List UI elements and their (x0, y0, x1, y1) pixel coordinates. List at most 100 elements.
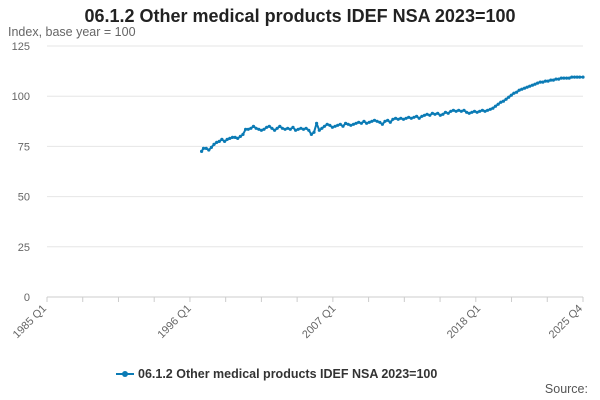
data-point[interactable] (404, 116, 408, 120)
data-point[interactable] (354, 121, 358, 125)
data-point[interactable] (280, 126, 284, 130)
data-point[interactable] (201, 146, 206, 150)
data-point[interactable] (428, 113, 432, 117)
data-point[interactable] (312, 130, 316, 134)
data-point[interactable] (283, 127, 287, 131)
data-point[interactable] (344, 121, 348, 125)
data-point[interactable] (433, 112, 437, 116)
data-point[interactable] (396, 117, 400, 121)
data-point[interactable] (330, 125, 334, 129)
data-point[interactable] (241, 132, 245, 136)
data-point[interactable] (286, 126, 290, 130)
data-point[interactable] (512, 91, 516, 95)
data-point[interactable] (265, 125, 269, 129)
data-point[interactable] (338, 122, 342, 126)
data-point[interactable] (288, 127, 292, 131)
data-point[interactable] (273, 128, 277, 132)
data-point[interactable] (559, 76, 563, 80)
data-point[interactable] (475, 110, 479, 114)
data-point[interactable] (409, 116, 413, 120)
data-point[interactable] (415, 114, 419, 118)
data-point[interactable] (259, 128, 263, 132)
data-point[interactable] (430, 111, 434, 115)
data-point[interactable] (217, 139, 221, 143)
data-point[interactable] (304, 126, 308, 130)
data-point[interactable] (233, 135, 237, 139)
data-point[interactable] (551, 78, 556, 82)
data-point[interactable] (246, 127, 250, 131)
data-point[interactable] (220, 137, 224, 141)
data-point[interactable] (257, 127, 261, 131)
data-point[interactable] (359, 121, 363, 125)
data-point[interactable] (546, 79, 550, 83)
data-point[interactable] (557, 77, 561, 81)
data-point[interactable] (236, 136, 240, 140)
data-point[interactable] (517, 88, 521, 92)
data-point[interactable] (407, 115, 411, 119)
data-point[interactable] (230, 135, 235, 139)
data-point[interactable] (365, 121, 369, 125)
data-point[interactable] (465, 110, 469, 114)
data-point[interactable] (267, 124, 271, 128)
data-point[interactable] (520, 87, 524, 91)
data-point[interactable] (346, 122, 350, 126)
data-point[interactable] (367, 120, 371, 124)
data-point[interactable] (515, 90, 519, 94)
data-point[interactable] (478, 109, 482, 113)
data-point[interactable] (459, 109, 463, 113)
data-point[interactable] (370, 119, 374, 123)
data-point[interactable] (486, 108, 490, 112)
data-point[interactable] (493, 104, 498, 108)
data-point[interactable] (223, 139, 227, 143)
data-point[interactable] (449, 109, 453, 113)
data-point[interactable] (467, 111, 471, 115)
data-point[interactable] (225, 137, 229, 141)
data-point[interactable] (538, 80, 542, 84)
data-point[interactable] (528, 84, 532, 88)
data-point[interactable] (425, 112, 429, 116)
data-point[interactable] (504, 97, 508, 101)
data-point[interactable] (270, 126, 274, 130)
data-point[interactable] (333, 124, 337, 128)
data-point[interactable] (275, 126, 279, 130)
data-point[interactable] (394, 116, 398, 120)
data-point[interactable] (294, 128, 298, 132)
data-point[interactable] (386, 118, 390, 122)
data-point[interactable] (472, 109, 477, 113)
data-point[interactable] (262, 127, 266, 131)
data-point[interactable] (470, 110, 474, 114)
data-point[interactable] (351, 122, 356, 126)
data-point[interactable] (543, 79, 548, 83)
data-point[interactable] (341, 124, 345, 128)
data-point[interactable] (438, 113, 442, 117)
data-point[interactable] (200, 149, 204, 153)
data-point[interactable] (325, 122, 329, 126)
data-point[interactable] (383, 119, 387, 123)
data-point[interactable] (349, 123, 353, 127)
data-point[interactable] (307, 128, 311, 132)
data-point[interactable] (480, 108, 484, 112)
data-point[interactable] (578, 75, 582, 79)
data-point[interactable] (417, 116, 421, 120)
data-point[interactable] (565, 76, 569, 80)
data-point[interactable] (509, 93, 513, 97)
data-point[interactable] (567, 76, 571, 80)
data-point[interactable] (562, 76, 566, 80)
data-point[interactable] (362, 119, 366, 123)
data-point[interactable] (315, 121, 319, 125)
data-point[interactable] (522, 86, 527, 90)
data-point[interactable] (575, 75, 579, 79)
data-point[interactable] (446, 111, 450, 115)
data-point[interactable] (212, 142, 216, 146)
data-point[interactable] (372, 118, 377, 122)
data-point[interactable] (209, 145, 213, 149)
data-point[interactable] (388, 120, 392, 124)
data-point[interactable] (251, 124, 256, 128)
data-point[interactable] (401, 117, 406, 121)
data-point[interactable] (299, 126, 303, 130)
data-point[interactable] (380, 122, 384, 126)
data-point[interactable] (228, 136, 232, 140)
data-point[interactable] (462, 108, 466, 112)
data-point[interactable] (436, 111, 440, 115)
data-point[interactable] (375, 119, 379, 123)
